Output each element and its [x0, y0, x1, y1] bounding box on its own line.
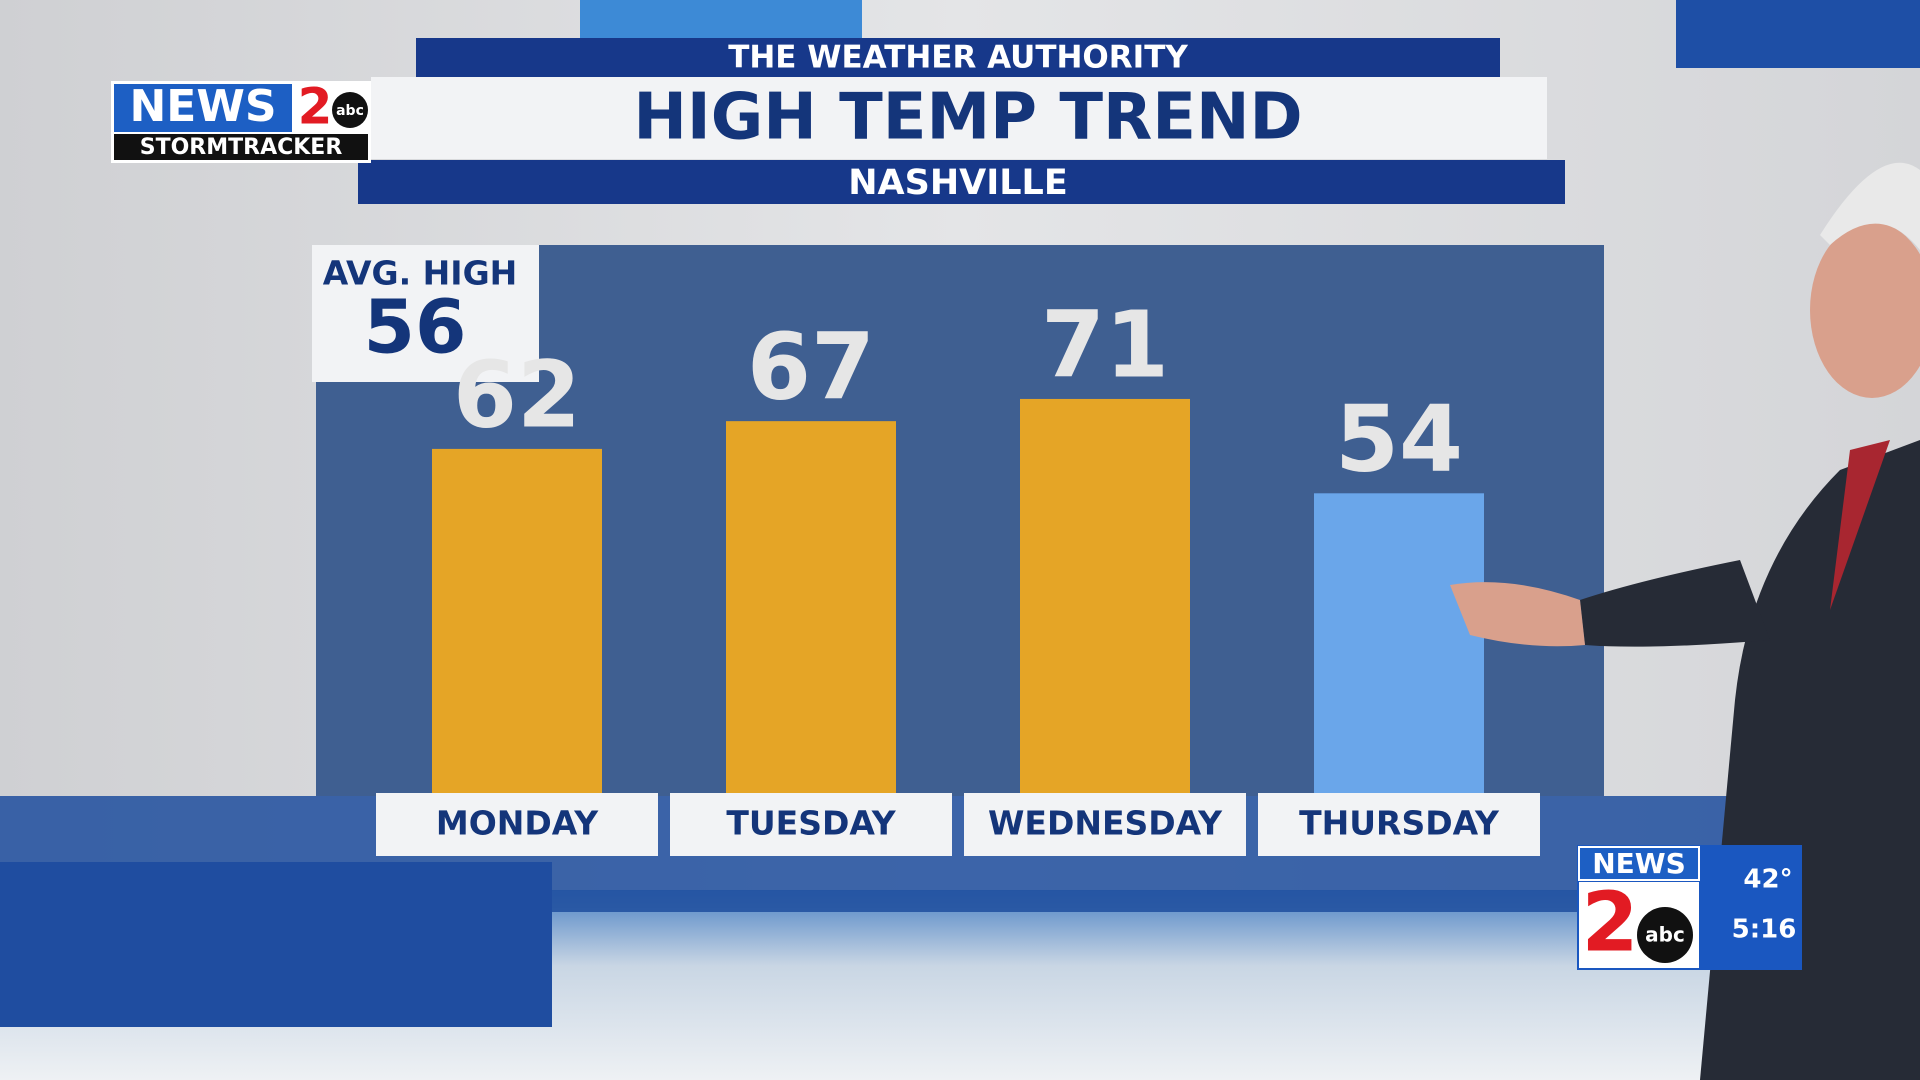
value-label: 62: [453, 341, 581, 448]
chart: 62 MONDAY 67 TUESDAY 71 WEDNESDAY 54 THURSDAY: [376, 291, 1540, 856]
category-box: [376, 793, 658, 856]
reference-value: 56: [364, 285, 467, 371]
value-label: 54: [1335, 386, 1463, 493]
logo-tagline-bg: [114, 134, 368, 160]
banner-text: THE WEATHER AUTHORITY: [728, 40, 1188, 76]
location-text: NASHVILLE: [848, 163, 1068, 203]
bug-brand: NEWS: [1592, 847, 1686, 880]
logo-tagline: STORMTRACKER: [140, 135, 343, 160]
logo-brand-bg: [114, 84, 292, 132]
logo-network-bg: [332, 92, 368, 128]
bug-brand-bg: [1578, 846, 1700, 881]
category-box: [1258, 793, 1540, 856]
bug-temperature: 42°: [1743, 865, 1792, 895]
x-tick-label: MONDAY: [436, 804, 599, 843]
backdrop-panel: [1676, 0, 1920, 68]
value-label: 71: [1041, 291, 1169, 398]
backdrop-panel: [580, 0, 862, 38]
reference-box: [312, 245, 539, 382]
bar: [1314, 493, 1484, 793]
title-bar: [371, 77, 1547, 159]
logo-brand: NEWS: [129, 81, 276, 132]
bug-number: 2: [1581, 875, 1638, 970]
x-tick-label: THURSDAY: [1299, 804, 1500, 843]
logo-network: abc: [336, 103, 364, 119]
x-tick-label: TUESDAY: [726, 804, 896, 843]
reference-label: AVG. HIGH: [323, 254, 518, 293]
value-label: 67: [747, 314, 875, 421]
location-bar: [358, 160, 1565, 204]
backdrop-panel: [0, 862, 552, 1027]
category-box: [670, 793, 952, 856]
bug-time: 5:16: [1732, 915, 1797, 945]
banner-bar: [416, 38, 1500, 77]
bug-network: abc: [1645, 923, 1685, 947]
bug-network-bg: [1637, 907, 1693, 963]
chart-title: HIGH TEMP TREND: [633, 81, 1302, 155]
bar: [726, 421, 896, 793]
bar: [1020, 398, 1190, 793]
x-tick-label: WEDNESDAY: [988, 804, 1223, 843]
logo-number: 2: [298, 78, 333, 136]
category-box: [964, 793, 1246, 856]
bar: [432, 448, 602, 793]
